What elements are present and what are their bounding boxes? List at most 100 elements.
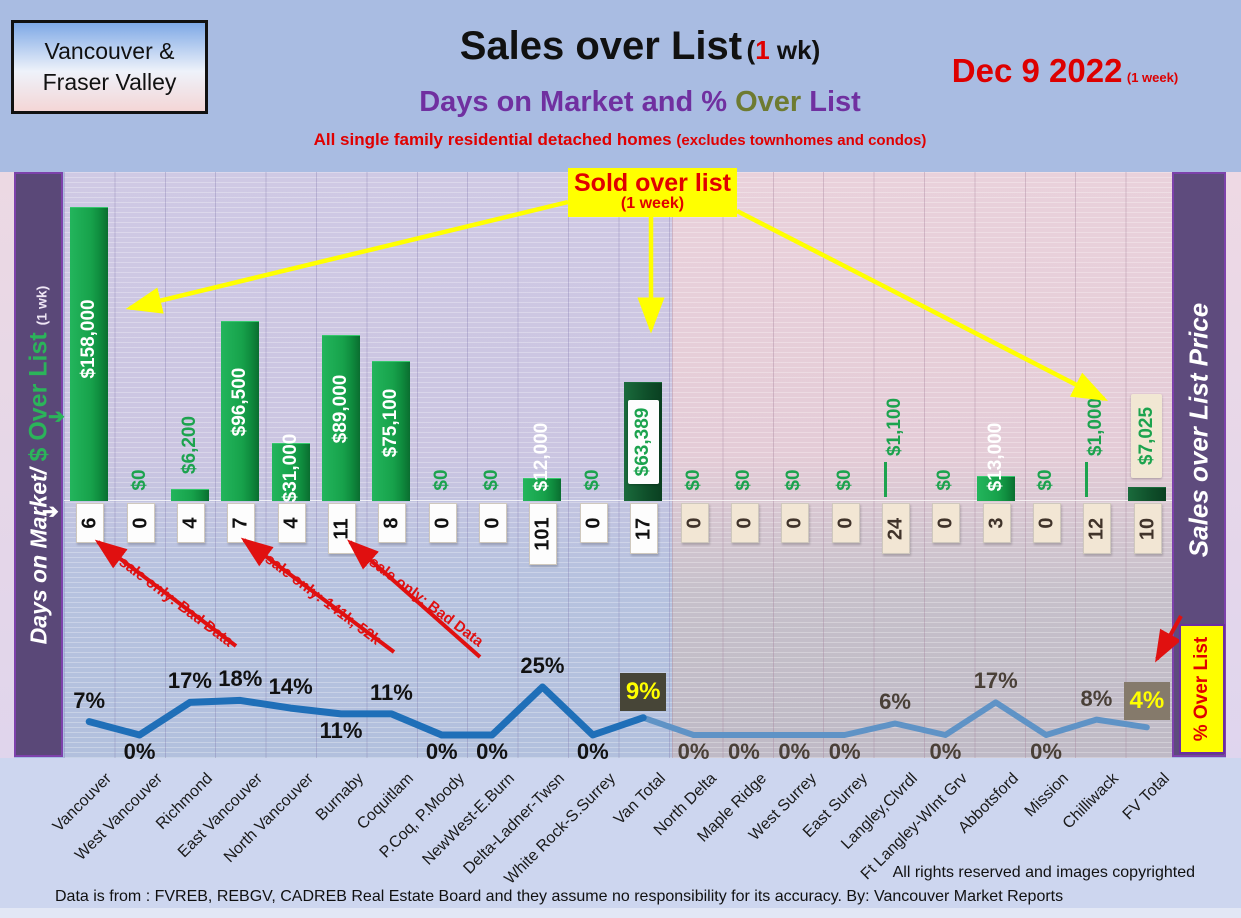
pct-label-Abbotsford: 17%	[973, 668, 1018, 694]
days-value-Vancouver: 6	[78, 517, 101, 529]
pct-label-Chilliwack: 8%	[1080, 685, 1113, 711]
fraser-valley-region-panel	[672, 172, 1172, 758]
value-label-Richmond: $6,200	[178, 415, 200, 474]
bar-Vancouver	[70, 207, 109, 501]
value-label-Chilliwack: $1,000	[1085, 397, 1107, 456]
pct-badge-FV Total: 4%	[1123, 682, 1170, 721]
value-label-White Rock-S.Surrey: $0	[581, 468, 603, 491]
region-box: Vancouver & Fraser Valley	[11, 20, 208, 114]
days-box-Mission: 0	[1033, 503, 1062, 543]
left-axis-label: Days on Market/ $ Over List (1 wk)	[24, 285, 52, 644]
days-box-Abbotsford: 3	[982, 503, 1011, 543]
value-label-Coquitlam: $75,100	[380, 389, 402, 458]
value-label-Burnaby: $89,000	[330, 374, 351, 444]
days-box-East Surrey: 0	[831, 503, 860, 543]
days-box-East Vancouver: 7	[227, 503, 256, 543]
days-box-Chilliwack: 12	[1083, 503, 1112, 554]
days-box-North Vancouver: 4	[277, 503, 306, 543]
bar-Delta-Ladner-Twsn	[523, 477, 562, 501]
pct-over-list-badge: % Over List	[1179, 624, 1225, 754]
x-axis-line	[64, 500, 1172, 501]
value-label-NewWest-E.Burn: $0	[481, 468, 503, 491]
value-label-Langley,Clvrdl: $1,100	[884, 397, 905, 456]
pct-label-White Rock-S.Surrey: 0%	[576, 739, 609, 764]
pct-label-Langley,Clvrdl: 6%	[879, 689, 911, 715]
pct-label-Burnaby: 11%	[319, 717, 363, 743]
days-box-West Vancouver: 0	[126, 503, 155, 543]
days-value-Coquitlam: 8	[380, 517, 403, 529]
value-label-Ft Langley-WInt Grv: $0	[934, 468, 956, 491]
days-value-West Vancouver: 0	[129, 517, 152, 529]
value-label-Mission: $0	[1035, 468, 1057, 491]
pct-label-Vancouver: 7%	[73, 687, 106, 713]
title-paren: (1 wk)	[746, 35, 821, 65]
report-date: Dec 9 2022 (1 week)	[951, 52, 1179, 89]
days-box-FV Total: 10	[1133, 503, 1162, 554]
pct-label-North Delta: 0%	[677, 739, 710, 764]
pct-label-NewWest-E.Burn: 0%	[476, 739, 508, 764]
days-value-West Surrey: 0	[783, 517, 806, 529]
pct-label-East Surrey: 0%	[828, 739, 861, 764]
days-value-Abbotsford: 3	[985, 517, 1008, 529]
value-label-Maple Ridge: $0	[732, 468, 754, 491]
days-value-Langley,Clvrdl: 24	[884, 517, 907, 540]
value-label-P.Coq, P.Moody: $0	[430, 468, 452, 491]
days-value-East Vancouver: 7	[229, 517, 252, 529]
value-label-Abbotsford: $13,000	[984, 422, 1006, 492]
pct-label-Mission: 0%	[1030, 739, 1062, 764]
pct-label-P.Coq, P.Moody: 0%	[425, 739, 458, 764]
value-label-West Surrey: $0	[783, 468, 805, 491]
days-box-Richmond: 4	[176, 503, 205, 543]
bar-Richmond	[170, 488, 209, 501]
days-box-Burnaby: 11	[328, 503, 356, 554]
value-label-FV Total: $7,025	[1135, 406, 1157, 466]
bar-tick-Chilliwack	[1085, 462, 1089, 497]
days-box-Coquitlam: 8	[378, 503, 407, 543]
days-value-Burnaby: 11	[330, 517, 353, 540]
pct-label-Maple Ridge: 0%	[728, 739, 760, 764]
days-value-FV Total: 10	[1136, 517, 1159, 540]
callout-subtitle: (1 week)	[620, 195, 685, 213]
bar-Burnaby	[322, 334, 360, 501]
value-label-box-Van Total	[627, 400, 659, 484]
tagline: All single family residential detached h…	[313, 130, 927, 149]
pct-label-Delta-Ladner-Twsn: 25%	[520, 653, 565, 678]
page-title: Sales over List (1 wk)	[300, 24, 980, 69]
days-box-Delta-Ladner-Twsn: 101	[529, 503, 558, 565]
days-value-White Rock-S.Surrey: 0	[582, 517, 605, 529]
days-box-NewWest-E.Burn: 0	[479, 503, 508, 543]
value-label-Van Total: $63,389	[632, 407, 654, 477]
value-label-Vancouver: $158,000	[78, 299, 100, 379]
value-label-West Vancouver: $0	[128, 468, 150, 491]
footer-strip	[0, 908, 1241, 918]
days-box-North Delta: 0	[680, 503, 709, 543]
days-axis-arrow-icon: ➔	[42, 501, 59, 523]
region-line1: Vancouver &	[44, 37, 175, 64]
pct-label-West Vancouver: 0%	[123, 739, 156, 764]
pct-label-Coquitlam: 11%	[369, 679, 413, 705]
days-value-East Surrey: 0	[834, 517, 857, 529]
dollar-axis-arrow-icon: ➔	[48, 406, 65, 428]
days-value-Delta-Ladner-Twsn: 101	[531, 517, 554, 551]
right-axis-label: Sales over List Price	[1183, 302, 1214, 557]
days-value-North Delta: 0	[683, 517, 706, 529]
bar-Coquitlam	[372, 360, 411, 501]
left-edge-strip	[0, 172, 14, 758]
days-value-P.Coq, P.Moody: 0	[431, 517, 454, 529]
days-value-Van Total: 17	[632, 517, 655, 540]
right-edge-strip	[1226, 172, 1241, 758]
days-box-Van Total: 17	[630, 503, 659, 554]
value-label-Delta-Ladner-Twsn: $12,000	[531, 422, 553, 492]
days-value-Richmond: 4	[179, 517, 202, 529]
value-label-North Vancouver: $31,000	[279, 434, 301, 503]
footer-band	[0, 758, 1241, 918]
pct-label-North Vancouver: 14%	[268, 674, 313, 700]
pct-badge-Van Total: 9%	[620, 672, 667, 711]
days-value-Maple Ridge: 0	[733, 517, 756, 529]
rights-text: All rights reserved and images copyright…	[892, 864, 1195, 881]
days-value-Mission: 0	[1035, 517, 1058, 529]
value-label-East Surrey: $0	[833, 468, 855, 491]
days-box-White Rock-S.Surrey: 0	[579, 503, 608, 543]
days-box-Vancouver: 6	[76, 503, 105, 543]
